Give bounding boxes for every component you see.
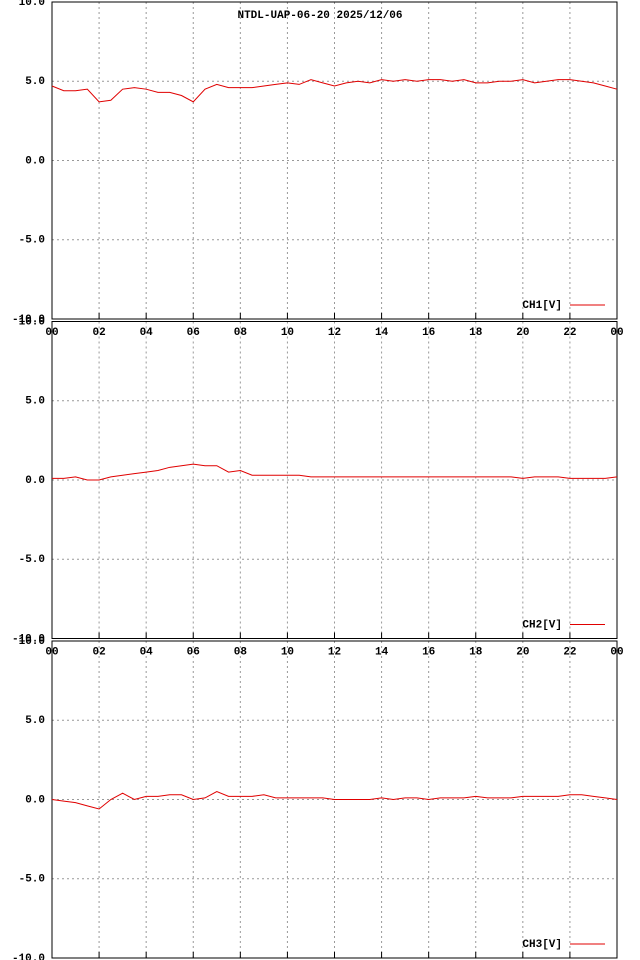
y-tick-label: 0.0 <box>25 475 45 487</box>
y-tick-label: -10.0 <box>12 953 45 960</box>
y-tick-label: 0.0 <box>25 155 45 167</box>
y-tick-label: 10.0 <box>19 636 45 648</box>
y-tick-label: -10.0 <box>12 633 45 645</box>
y-tick-label: 5.0 <box>25 76 45 88</box>
y-tick-label: -10.0 <box>12 314 45 326</box>
data-line <box>51 791 618 810</box>
y-tick-label: 0.0 <box>25 794 45 806</box>
y-tick-label: -5.0 <box>19 874 45 886</box>
chart-title: NTDL-UAP-06-20 2025/12/06 <box>237 10 402 22</box>
data-line <box>51 79 618 103</box>
plot-frame <box>51 321 618 639</box>
y-tick-label: -5.0 <box>19 554 45 566</box>
legend-label: CH3[V] <box>522 939 562 951</box>
y-tick-label: 10.0 <box>19 0 45 9</box>
y-tick-label: 5.0 <box>25 396 45 408</box>
plot-frame <box>51 1 618 320</box>
y-tick-label: 5.0 <box>25 715 45 727</box>
y-tick-label: 10.0 <box>19 316 45 328</box>
legend-label: CH1[V] <box>522 300 562 312</box>
data-line <box>52 463 618 481</box>
y-tick-label: -5.0 <box>19 235 45 247</box>
legend-label: CH2[V] <box>522 619 562 631</box>
